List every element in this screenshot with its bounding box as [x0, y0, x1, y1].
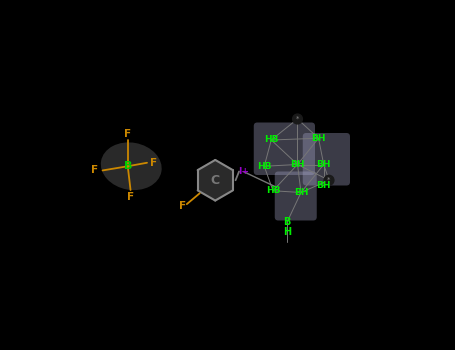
Text: HB: HB	[266, 186, 280, 195]
Polygon shape	[197, 160, 233, 201]
Text: HB: HB	[257, 162, 272, 171]
Text: H: H	[283, 227, 291, 237]
Text: HB: HB	[264, 135, 278, 145]
Text: BH: BH	[294, 188, 308, 197]
Circle shape	[293, 114, 303, 124]
Text: F: F	[179, 201, 186, 211]
Text: F: F	[127, 192, 134, 202]
Text: *: *	[296, 116, 299, 122]
Circle shape	[324, 175, 334, 185]
Text: BH: BH	[290, 160, 305, 169]
Text: BH: BH	[317, 181, 331, 190]
Ellipse shape	[101, 142, 162, 190]
Text: I+: I+	[238, 167, 249, 176]
Text: BH: BH	[311, 134, 326, 143]
Text: *: *	[327, 177, 331, 183]
Text: B: B	[124, 161, 132, 171]
Text: C: C	[211, 174, 220, 187]
Text: F: F	[91, 166, 98, 175]
Text: BH: BH	[317, 160, 331, 169]
FancyBboxPatch shape	[275, 172, 317, 220]
Text: B: B	[283, 217, 291, 227]
Text: F: F	[124, 129, 131, 139]
Text: F: F	[150, 158, 157, 168]
FancyBboxPatch shape	[303, 133, 350, 186]
FancyBboxPatch shape	[254, 122, 315, 175]
